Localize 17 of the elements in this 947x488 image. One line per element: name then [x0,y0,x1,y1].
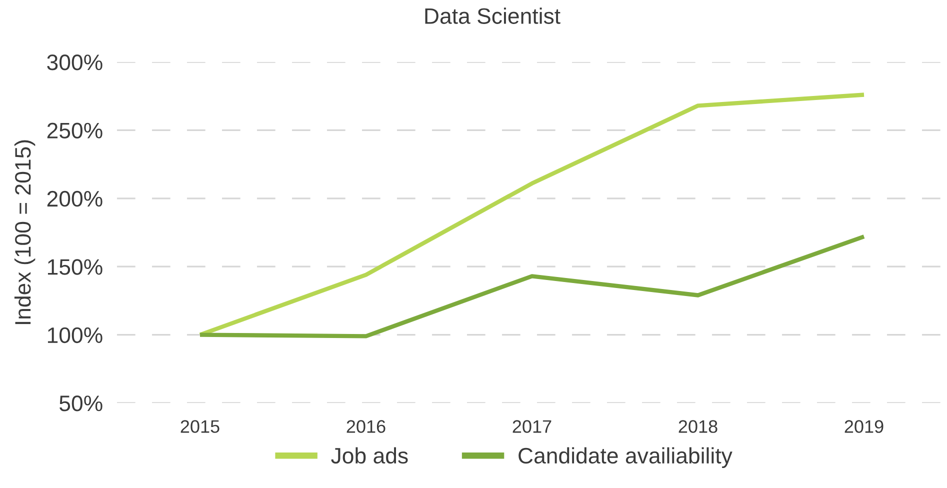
x-tick-label: 2019 [844,420,884,433]
legend-label: Job ads [331,447,408,464]
x-tick-label: 2015 [180,420,220,433]
x-tick-label: 2016 [346,420,386,433]
legend-label: Candidate availiability [518,447,732,468]
y-tick-label: 50% [60,396,102,412]
x-tick-label: 2018 [678,420,718,433]
y-axis-title: Index (100 = 2015) [14,140,36,324]
y-tick-label: 150% [48,259,102,275]
chart-title: Data Scientist [425,8,560,24]
y-tick-label: 100% [48,327,102,344]
line-series [198,92,866,337]
y-tick-label: 200% [47,190,102,207]
x-tick-label: 2017 [512,420,552,433]
y-tick-label: 300% [47,54,102,70]
line-series [198,234,866,338]
y-tick-label: 250% [47,122,102,138]
